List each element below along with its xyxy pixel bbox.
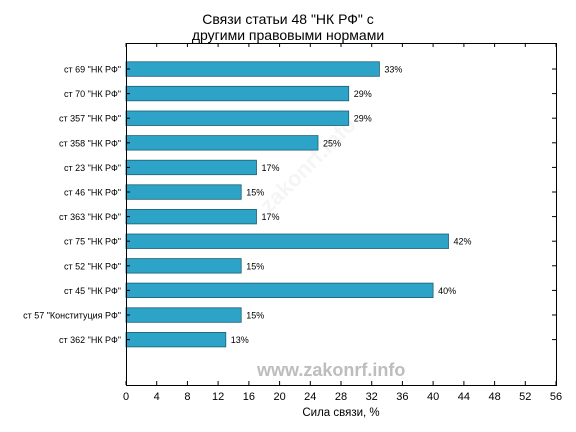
x-tick-label: 20 bbox=[273, 391, 285, 403]
bar-value-label: 29% bbox=[354, 114, 372, 124]
bar-value-label: 42% bbox=[454, 237, 472, 247]
chart-title-line-1: Связи статьи 48 "НК РФ" с bbox=[202, 11, 374, 27]
watermark-text: www.zakonrf.info bbox=[257, 360, 406, 380]
x-tick-label: 52 bbox=[519, 391, 531, 403]
x-tick-label: 24 bbox=[304, 391, 316, 403]
bar-value-label: 15% bbox=[246, 311, 264, 321]
y-ticks-layer: ст 69 "НК РФ" ст 70 "НК РФ" ст 357 "НК РФ"… bbox=[23, 65, 556, 345]
y-tick-label: ст 46 "НК РФ" bbox=[64, 188, 121, 198]
y-tick-label: ст 363 "НК РФ" bbox=[59, 212, 121, 222]
y-tick-label: ст 69 "НК РФ" bbox=[64, 65, 121, 75]
chart-title-line-2: другими правовыми нормами bbox=[191, 27, 385, 43]
x-tick-label: 56 bbox=[550, 391, 562, 403]
y-tick-label: ст 52 "НК РФ" bbox=[64, 261, 121, 271]
y-tick-label: ст 70 "НК РФ" bbox=[64, 89, 121, 99]
x-tick-label: 36 bbox=[396, 391, 408, 403]
x-tick-label: 12 bbox=[212, 391, 224, 403]
bar-value-label: 15% bbox=[246, 188, 264, 198]
x-tick-label: 4 bbox=[154, 391, 160, 403]
bar bbox=[125, 307, 242, 323]
y-tick-label: ст 75 "НК РФ" bbox=[64, 237, 121, 247]
bar bbox=[125, 233, 449, 249]
x-tick-label: 48 bbox=[488, 391, 500, 403]
bar bbox=[125, 85, 350, 102]
bar-value-label: 13% bbox=[231, 335, 249, 345]
x-tick-label: 40 bbox=[427, 391, 439, 403]
x-ticks-layer: 0 4 8 12 16 20 24 28 32 36 40 44 48 52 56 bbox=[123, 43, 562, 403]
bar bbox=[125, 61, 380, 77]
x-tick-label: 16 bbox=[243, 391, 255, 403]
bar bbox=[125, 184, 242, 200]
bar-value-label: 15% bbox=[246, 261, 264, 271]
bar bbox=[125, 110, 350, 126]
bar bbox=[125, 135, 319, 151]
x-tick-label: 28 bbox=[335, 391, 347, 403]
bar-value-label: 33% bbox=[384, 65, 402, 75]
x-tick-label: 8 bbox=[184, 391, 190, 403]
y-tick-label: ст 57 "Конституция РФ" bbox=[23, 311, 121, 321]
bar bbox=[125, 208, 257, 225]
bar bbox=[125, 159, 257, 176]
x-axis-label: Сила связи, % bbox=[302, 407, 379, 419]
x-tick-label: 0 bbox=[123, 391, 129, 403]
x-tick-label: 44 bbox=[458, 391, 470, 403]
bar-value-label: 40% bbox=[438, 286, 456, 296]
x-tick-label: 32 bbox=[366, 391, 378, 403]
bar-value-label: 25% bbox=[323, 138, 341, 148]
y-tick-label: ст 357 "НК РФ" bbox=[59, 114, 121, 124]
bars-layer: 33% 29% 29% 25% 17% 15% 17% 42% 15% 40% 15% 13% bbox=[125, 61, 472, 348]
bar-value-label: 17% bbox=[262, 163, 280, 173]
bar bbox=[125, 258, 242, 274]
bar bbox=[125, 331, 227, 348]
bar bbox=[125, 282, 434, 299]
bar-value-label: 17% bbox=[262, 212, 280, 222]
y-tick-label: ст 362 "НК РФ" bbox=[59, 335, 121, 345]
y-tick-label: ст 23 "НК РФ" bbox=[64, 163, 121, 173]
y-tick-label: ст 45 "НК РФ" bbox=[64, 286, 121, 296]
y-tick-label: ст 358 "НК РФ" bbox=[59, 138, 121, 148]
bar-value-label: 29% bbox=[354, 89, 372, 99]
